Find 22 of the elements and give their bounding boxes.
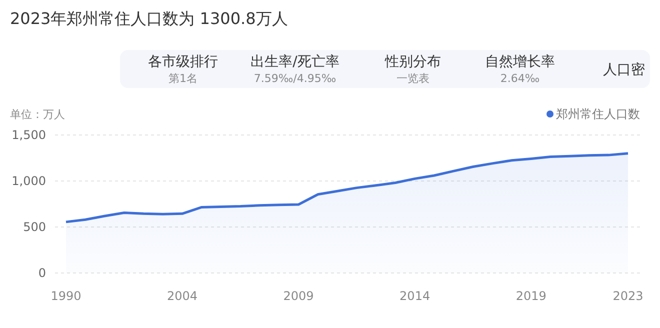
text: 2.64‰ xyxy=(500,72,540,85)
text: 各市级排行 xyxy=(148,54,218,70)
y-tick-label: 500 xyxy=(23,220,46,234)
text: 出生率/死亡率 xyxy=(250,54,340,70)
y-tick-label: 1,500 xyxy=(12,128,46,142)
x-tick-label: 2019 xyxy=(516,289,546,303)
chart-title: 2023年郑州常住人口数为 1300.8万人 xyxy=(10,9,288,28)
text: 第1名 xyxy=(168,72,198,85)
y-tick-label: 0 xyxy=(38,266,46,280)
x-tick-label: 2014 xyxy=(400,289,430,303)
x-tick-label: 1990 xyxy=(50,289,82,303)
y-axis-title: 单位：万人 xyxy=(10,108,65,121)
x-tick-label: 2004 xyxy=(167,289,198,303)
text: 自然增长率 xyxy=(485,54,555,70)
x-tick-label: 2023 xyxy=(612,289,644,303)
text: 人口密 xyxy=(603,62,645,78)
x-tick-label: 2009 xyxy=(283,289,314,303)
text: 性别分布 xyxy=(384,54,441,70)
text: 7.59‰/4.95‰ xyxy=(254,72,336,85)
text: 一览表 xyxy=(396,72,430,85)
legend-label: 郑州常住人口数 xyxy=(556,107,640,121)
y-tick-label: 1,000 xyxy=(12,174,46,188)
